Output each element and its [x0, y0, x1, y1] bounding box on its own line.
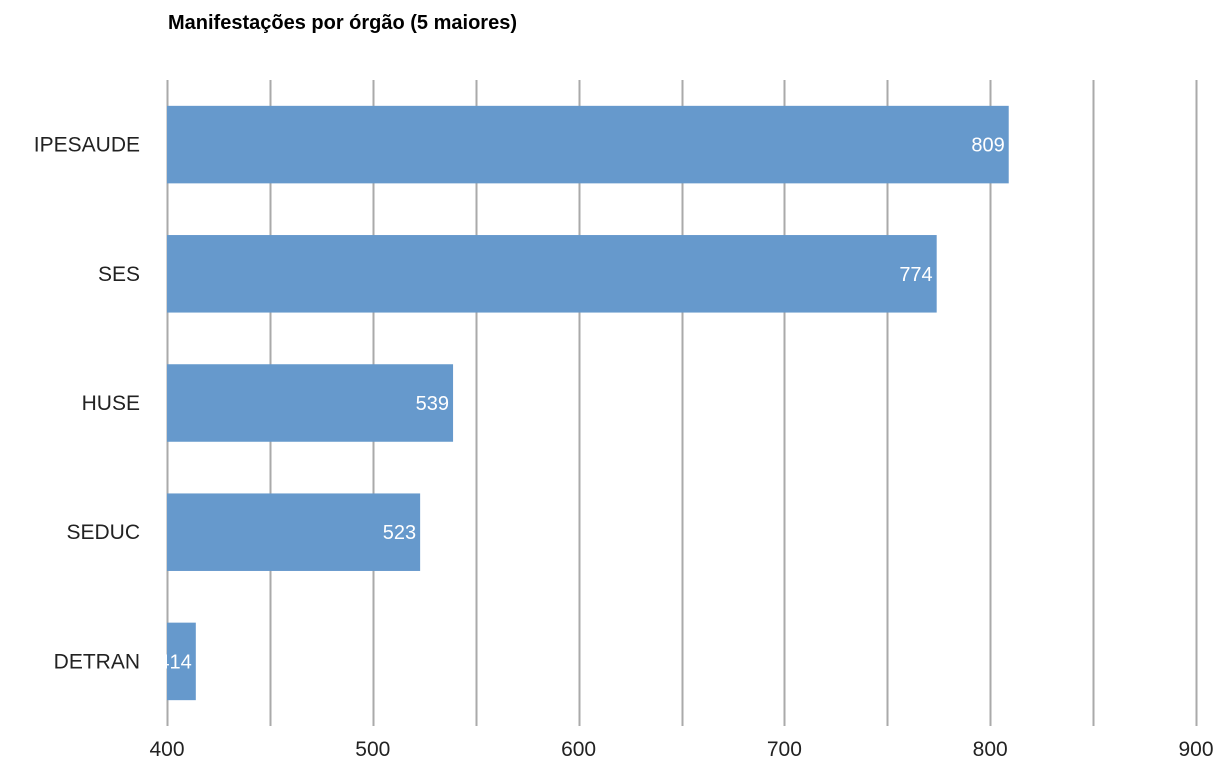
bar-ipesaude	[167, 105, 1009, 184]
bars	[167, 105, 1009, 701]
category-label: IPESAUDE	[34, 134, 140, 157]
bar-seduc	[167, 493, 421, 571]
category-label: SES	[98, 263, 140, 286]
category-label: SEDUC	[66, 521, 140, 544]
labels: 400 500 600 700 800 900 IPESAUDE 809 SES 774 HUSE 5…	[34, 134, 1214, 761]
x-tick-label: 900	[1178, 738, 1213, 761]
chart-title: Manifestações por órgão (5 maiores)	[168, 12, 517, 34]
data-label: 539	[416, 393, 449, 415]
bar-detran	[167, 622, 196, 701]
x-tick-label: 800	[973, 738, 1008, 761]
data-label: 774	[899, 264, 932, 286]
x-tick-label: 400	[149, 738, 184, 761]
data-label: 809	[971, 135, 1004, 157]
x-tick-label: 600	[561, 738, 596, 761]
data-label: 523	[383, 522, 416, 544]
bar-huse	[167, 364, 454, 442]
x-tick-label: 500	[355, 738, 390, 761]
category-label: HUSE	[82, 392, 140, 415]
bar-ses	[167, 235, 937, 313]
data-label: 414	[158, 651, 191, 673]
category-label: DETRAN	[54, 650, 140, 673]
x-tick-label: 700	[767, 738, 802, 761]
